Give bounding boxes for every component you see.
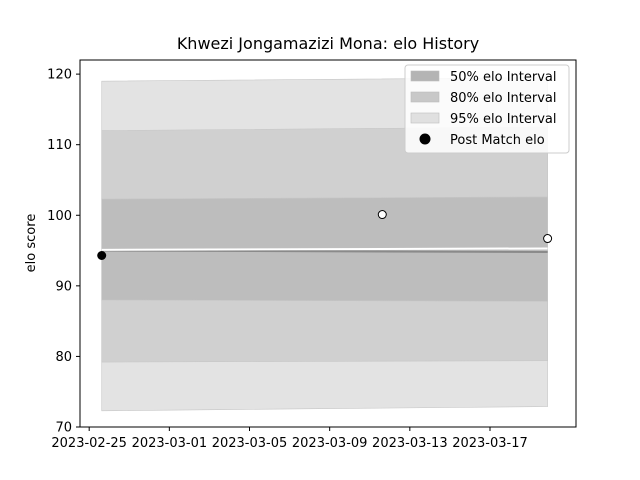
highlight-line [101,247,548,251]
x-tick-label: 2023-03-05 [212,436,288,451]
x-tick-label: 2023-03-17 [452,436,528,451]
legend-swatch [410,91,440,103]
legend-label: 80% elo Interval [450,91,557,106]
x-tick-label: 2023-02-25 [51,436,127,451]
legend-swatch [410,112,440,124]
axes-frame [79,59,577,428]
x-tick-label: 2023-03-09 [292,436,368,451]
legend-box [404,64,570,154]
legend-label: Post Match elo [450,133,545,148]
legend-label: 50% elo Interval [450,70,557,85]
y-tick-label: 80 [55,350,72,365]
legend: 50% elo Interval 80% elo Interval 95% elo … [404,64,570,154]
legend-marker [419,133,431,145]
y-tick-label: 70 [55,421,72,436]
y-tick-label: 100 [47,209,72,224]
axes: 70 80 90 100 110 120 2023-02-25 2023-03-01 2023-… [47,59,577,451]
post-match-elo-point-1 [97,251,107,260]
y-tick-label: 110 [47,138,72,153]
x-tick-label: 2023-03-01 [132,436,208,451]
legend-swatch [410,70,440,82]
legend-label: 95% elo Interval [450,112,557,127]
y-tick-label: 90 [55,279,72,294]
post-match-elo-point-3 [543,234,553,244]
x-tick-label: 2023-03-13 [372,436,448,451]
post-match-elo-point-2 [377,210,387,220]
expected-elo-line [101,249,548,253]
plot-area [97,77,553,412]
y-tick-label: 120 [47,68,72,83]
chart-title: Khwezi Jongamazizi Mona: elo History [177,34,479,53]
y-axis-label: elo score [24,214,39,273]
